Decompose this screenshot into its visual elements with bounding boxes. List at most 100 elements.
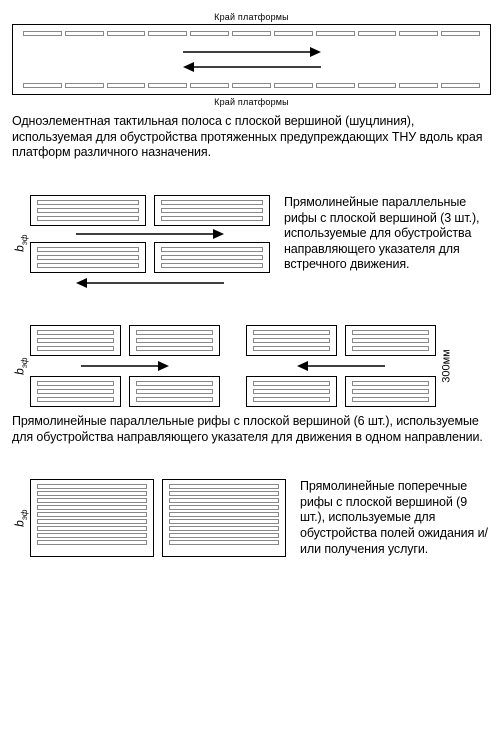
rif-line <box>352 381 429 386</box>
rif-line <box>352 338 429 343</box>
dash-rif <box>274 31 313 36</box>
dash-rif <box>441 83 480 88</box>
rif-line <box>136 397 213 402</box>
rif-line <box>37 505 147 510</box>
rif-line <box>37 397 114 402</box>
arrow-right-icon <box>75 228 225 240</box>
rif-line <box>161 263 263 268</box>
f2-vlabel-sub: эф <box>20 234 29 245</box>
f3-right-row-top <box>246 325 436 356</box>
dash-rif <box>399 31 438 36</box>
dash-rif <box>399 83 438 88</box>
rif-line <box>253 381 330 386</box>
dash-rif <box>190 83 229 88</box>
rif-line <box>37 381 114 386</box>
tactile-tile <box>154 195 270 226</box>
f3-left-row-bot <box>30 376 220 407</box>
rif-line <box>136 389 213 394</box>
rif-line <box>161 208 263 213</box>
arrow-left-icon <box>75 277 225 289</box>
f3-left-row-top <box>30 325 220 356</box>
rif-line <box>169 484 279 489</box>
f1-plate <box>12 24 491 95</box>
rif-line <box>37 338 114 343</box>
tactile-tile <box>246 325 337 356</box>
rif-line <box>352 397 429 402</box>
tactile-tile <box>30 195 146 226</box>
rif-line <box>37 247 139 252</box>
dash-rif <box>65 31 104 36</box>
rif-line <box>352 346 429 351</box>
f4-vlabel: bэф <box>12 479 30 557</box>
rif-line <box>37 526 147 531</box>
rif-line <box>169 526 279 531</box>
dash-rif <box>148 31 187 36</box>
tactile-tile <box>30 242 146 273</box>
arrow-right-icon <box>80 360 170 372</box>
rif-line <box>169 540 279 545</box>
f3-right-row-bot <box>246 376 436 407</box>
dash-rif <box>358 31 397 36</box>
rif-line <box>37 491 147 496</box>
rif-line <box>37 519 147 524</box>
tactile-tile <box>129 376 220 407</box>
rif-line <box>37 263 139 268</box>
dash-rif <box>232 83 271 88</box>
rif-line <box>136 330 213 335</box>
f1-dash-row-top <box>23 31 480 36</box>
rif-line <box>37 389 114 394</box>
f3-caption: Прямолинейные параллельные рифы с плоско… <box>12 414 491 445</box>
dash-rif <box>23 83 62 88</box>
rif-line <box>37 498 147 503</box>
rif-line <box>352 389 429 394</box>
arrow-left-icon <box>182 61 322 73</box>
dash-rif <box>316 83 355 88</box>
f3-vlabel: bэф <box>12 325 30 407</box>
dash-rif <box>316 31 355 36</box>
rif-line <box>169 498 279 503</box>
f2-tile-row-top <box>30 195 270 226</box>
dash-rif <box>148 83 187 88</box>
tactile-tile <box>345 376 436 407</box>
rif-line <box>37 484 147 489</box>
dash-rif <box>23 31 62 36</box>
figure-platform-strip: Край платформы Край платформы Одноэлемен… <box>12 12 491 161</box>
tactile-tile <box>30 325 121 356</box>
rif-line <box>253 397 330 402</box>
rif-line <box>136 381 213 386</box>
dash-rif <box>65 83 104 88</box>
rif-line <box>169 519 279 524</box>
f2-vlabel: bэф <box>12 195 30 291</box>
tactile-tile <box>129 325 220 356</box>
rif-line <box>161 255 263 260</box>
f2-text: Прямолинейные параллельные рифы с плоско… <box>284 195 491 273</box>
rif-line <box>37 512 147 517</box>
rif-line <box>169 512 279 517</box>
dash-rif <box>358 83 397 88</box>
f1-caption: Одноэлементная тактильная полоса с плоск… <box>12 114 491 161</box>
figure-9rif-waiting: bэф Прямолинейные поперечные рифы с плос… <box>12 479 491 557</box>
dash-rif <box>441 31 480 36</box>
rif-line <box>169 491 279 496</box>
rif-line <box>169 533 279 538</box>
f1-dash-row-bot <box>23 83 480 88</box>
dash-rif <box>107 31 146 36</box>
tactile-tile <box>345 325 436 356</box>
rif-line <box>161 247 263 252</box>
f1-arrows <box>23 46 480 73</box>
f3-dim-right: 300мм <box>436 325 458 407</box>
rif-line <box>37 346 114 351</box>
rif-line <box>37 200 139 205</box>
rif-line <box>136 346 213 351</box>
dash-rif <box>190 31 229 36</box>
rif-line <box>253 330 330 335</box>
f4-vlabel-sub: эф <box>20 510 29 521</box>
figure-6rif-onedir: bэф 300мм Прямолинейные параллельные риф… <box>12 325 491 445</box>
rif-line <box>136 338 213 343</box>
dash-rif <box>107 83 146 88</box>
f4-tile-row <box>30 479 286 557</box>
rif-line <box>37 540 147 545</box>
rif-line <box>352 330 429 335</box>
rif-line <box>169 505 279 510</box>
dash-rif <box>232 31 271 36</box>
